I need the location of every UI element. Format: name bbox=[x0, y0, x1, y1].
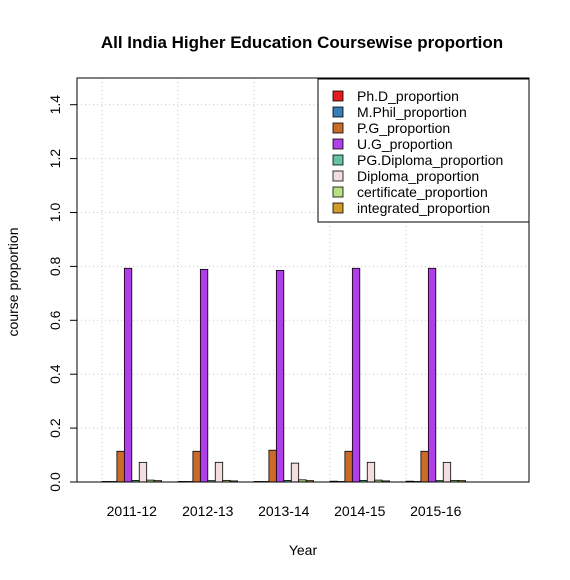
bars bbox=[101, 267, 466, 483]
bar bbox=[138, 461, 148, 483]
legend-label: certificate_proportion bbox=[357, 184, 488, 200]
legend-swatch bbox=[332, 202, 344, 214]
legend-swatch bbox=[332, 106, 344, 118]
bar bbox=[420, 450, 429, 483]
x-tick-label: 2014-15 bbox=[334, 503, 386, 519]
legend-label: integrated_proportion bbox=[357, 200, 490, 216]
bar bbox=[366, 461, 376, 483]
legend-label: M.Phil_proportion bbox=[357, 104, 467, 120]
x-axis-label: Year bbox=[289, 542, 318, 558]
legend-swatch bbox=[332, 186, 344, 198]
y-axis: 0.0 0.2 0.4 0.6 0.8 1.0 1.2 1.4 bbox=[47, 95, 77, 492]
y-tick-label: 1.4 bbox=[47, 95, 63, 115]
legend-label: PG.Diploma_proportion bbox=[357, 152, 503, 168]
bar bbox=[442, 461, 452, 483]
bar bbox=[351, 267, 361, 483]
legend-label: U.G_proportion bbox=[357, 136, 453, 152]
bar bbox=[123, 267, 133, 483]
legend-swatch bbox=[332, 122, 344, 134]
legend-label: Diploma_proportion bbox=[357, 168, 479, 184]
bar bbox=[344, 450, 353, 483]
y-tick-label: 1.2 bbox=[47, 149, 63, 169]
chart-title: All India Higher Education Coursewise pr… bbox=[101, 33, 503, 52]
bar bbox=[427, 267, 437, 483]
legend-swatch bbox=[332, 138, 344, 150]
y-tick-label: 1.0 bbox=[47, 203, 63, 223]
x-tick-label: 2013-14 bbox=[258, 503, 310, 519]
legend-label: P.G_proportion bbox=[357, 120, 450, 136]
y-tick-label: 0.8 bbox=[47, 256, 63, 276]
x-tick-label: 2015-16 bbox=[410, 503, 462, 519]
bar bbox=[199, 268, 209, 483]
bar bbox=[214, 461, 224, 483]
y-axis-label: course proportion bbox=[5, 228, 21, 337]
legend-swatch bbox=[332, 154, 344, 166]
y-tick-label: 0.4 bbox=[47, 364, 63, 384]
bar bbox=[116, 450, 125, 483]
bar bbox=[268, 449, 277, 483]
y-tick-label: 0.6 bbox=[47, 310, 63, 330]
x-tick-label: 2012-13 bbox=[182, 503, 234, 519]
legend: Ph.D_proportionM.Phil_proportionP.G_prop… bbox=[317, 78, 530, 223]
legend-swatch bbox=[332, 90, 344, 102]
y-tick-label: 0.0 bbox=[47, 472, 63, 492]
y-tick-label: 0.2 bbox=[47, 418, 63, 438]
plot-frame bbox=[76, 77, 530, 483]
x-axis: 2011-12 2012-13 2013-14 2014-15 2015-16 bbox=[107, 503, 462, 519]
legend-label: Ph.D_proportion bbox=[357, 88, 459, 104]
legend-swatch bbox=[332, 170, 344, 182]
x-tick-label: 2011-12 bbox=[107, 503, 158, 519]
bar bbox=[290, 462, 300, 483]
bar bbox=[192, 450, 201, 483]
legend-box bbox=[317, 78, 530, 223]
bar bbox=[275, 270, 285, 483]
